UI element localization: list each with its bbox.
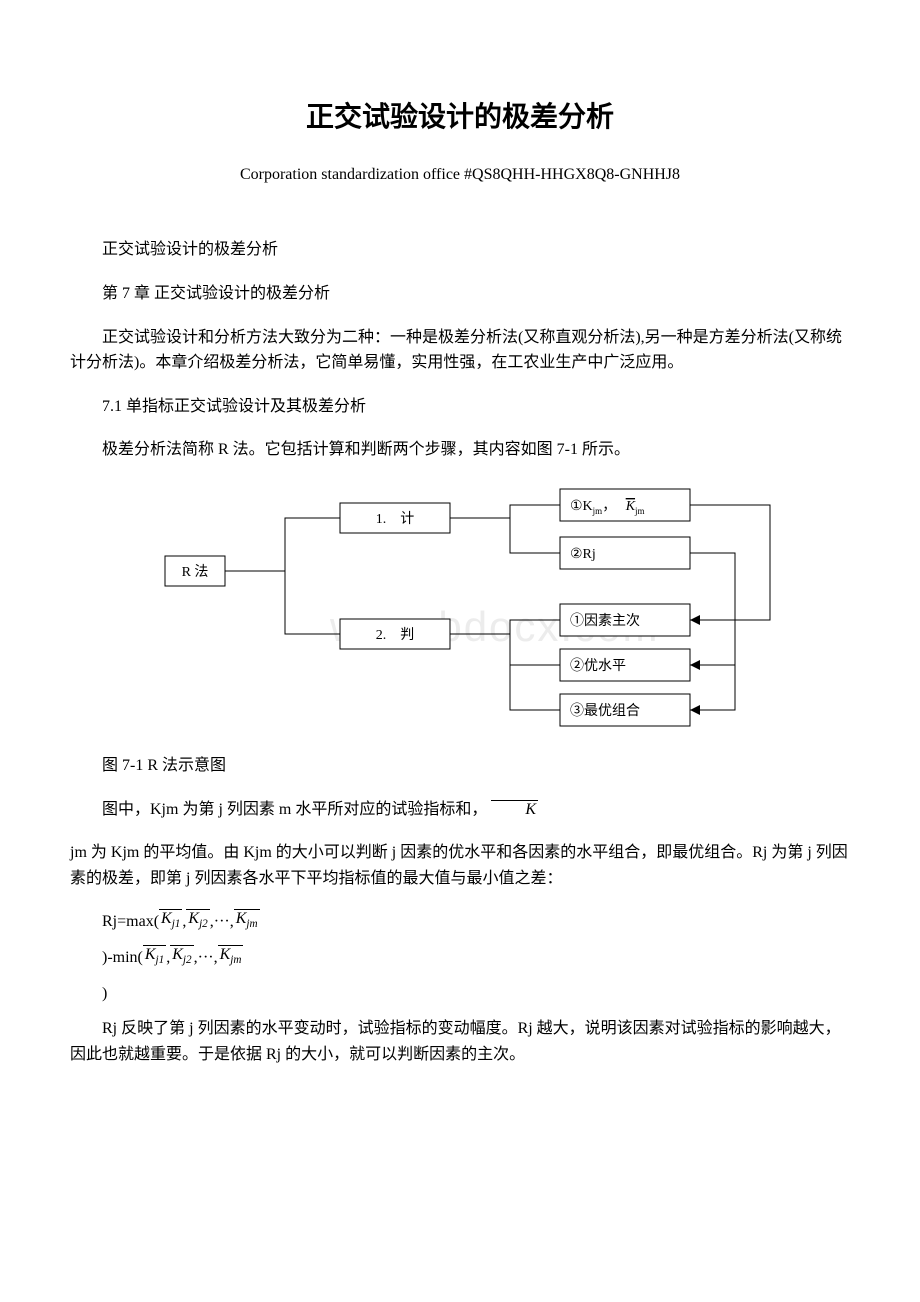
paragraph-5: 极差分析法简称 R 法。它包括计算和判断两个步骤，其内容如图 7-1 所示。 <box>70 437 850 463</box>
page-title: 正交试验设计的极差分析 <box>70 95 850 140</box>
diagram-branch1-label: 1. 计 <box>376 511 415 527</box>
diagram-leaf2b-label: ②优水平 <box>570 658 626 674</box>
formula-line-1: Rj=max( Kj1,Kj2,···,Kjm <box>102 909 850 935</box>
diagram-leaf1b-label: ②Rj <box>570 547 596 562</box>
paragraph-2: 第 7 章 正交试验设计的极差分析 <box>70 281 850 307</box>
connector-b1-l1b <box>510 518 560 553</box>
feedback-line-2 <box>690 553 735 665</box>
diagram-leaf2a-label: ①因素主次 <box>570 613 640 629</box>
arrowhead-2 <box>690 660 700 670</box>
connector-b1-l1a <box>450 505 560 518</box>
paragraph-8: Rj 反映了第 j 列因素的水平变动时，试验指标的变动幅度。Rj 越大，说明该因… <box>70 1016 850 1067</box>
flow-diagram: www.bdocx.com R 法 1. 计 2. 判 ①Kjm， Kjm ②R… <box>70 481 850 731</box>
diagram-root-label: R 法 <box>182 564 209 580</box>
paragraph-4: 7.1 单指标正交试验设计及其极差分析 <box>70 394 850 420</box>
connector-root-b1 <box>225 518 340 571</box>
kbar-symbol: K <box>491 800 538 819</box>
paragraph-7: jm 为 Kjm 的平均值。由 Kjm 的大小可以判断 j 因素的优水平和各因素… <box>70 840 850 891</box>
paragraph-1: 正交试验设计的极差分析 <box>70 237 850 263</box>
feedback-line-1 <box>690 505 770 620</box>
formula-line-2: )-min( Kj1,Kj2,···,Kjm <box>102 945 850 971</box>
formula-line-3: ) <box>102 981 850 1007</box>
paragraph-6: 图中，Kjm 为第 j 列因素 m 水平所对应的试验指标和， K <box>70 797 850 823</box>
diagram-leaf1a-label: ①Kjm， Kjm <box>570 499 645 516</box>
connector-b2-l2c <box>510 665 560 710</box>
diagram-leaf2c-label: ③最优组合 <box>570 703 640 719</box>
arrowhead-1 <box>690 615 700 625</box>
paragraph-3: 正交试验设计和分析方法大致分为二种：一种是极差分析法(又称直观分析法),另一种是… <box>70 325 850 376</box>
feedback-line-3 <box>690 665 735 710</box>
doc-id-subtitle: Corporation standardization office #QS8Q… <box>70 162 850 188</box>
arrowhead-3 <box>690 705 700 715</box>
figure-caption: 图 7-1 R 法示意图 <box>70 753 850 779</box>
diagram-branch2-label: 2. 判 <box>376 627 415 643</box>
